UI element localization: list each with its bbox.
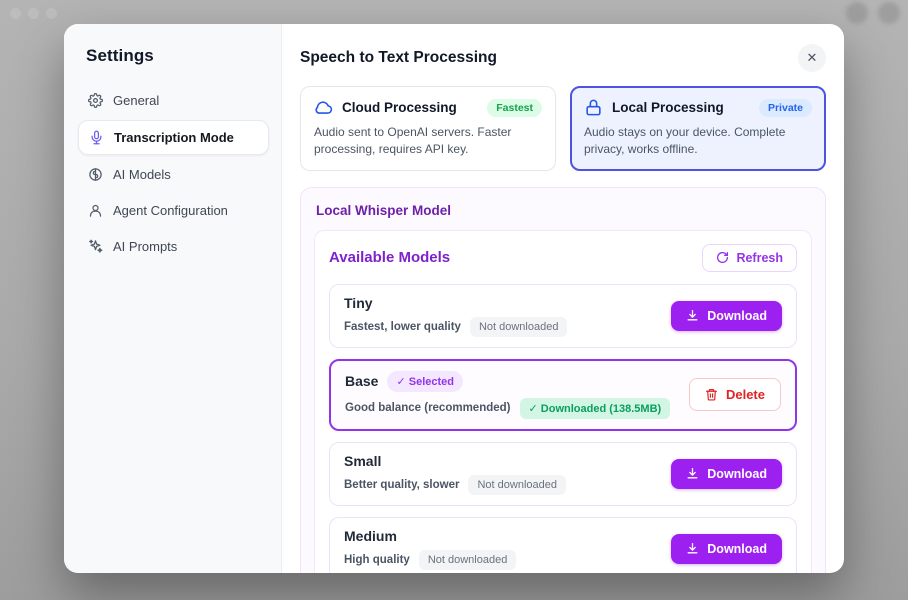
- model-name: Tiny: [344, 294, 373, 311]
- private-badge: Private: [758, 98, 812, 117]
- local-processing-card[interactable]: Local Processing Private Audio stays on …: [570, 86, 826, 171]
- refresh-button[interactable]: Refresh: [702, 243, 797, 272]
- close-window-icon[interactable]: [10, 8, 21, 19]
- maximize-window-icon[interactable]: [46, 8, 57, 19]
- sidebar-item-label: Transcription Mode: [114, 130, 234, 145]
- mode-description: Audio stays on your device. Complete pri…: [584, 125, 786, 157]
- sidebar-item-transcription-mode[interactable]: Transcription Mode: [78, 120, 269, 155]
- available-models-panel: Available Models Refresh Tiny Fastest, l…: [314, 229, 812, 573]
- toolbar-circle-icon: [846, 2, 868, 24]
- sidebar-title: Settings: [86, 46, 154, 65]
- brain-icon: [89, 168, 102, 181]
- model-description: Good balance (recommended): [345, 402, 511, 415]
- download-button[interactable]: Download: [671, 300, 782, 331]
- toolbar-circle-icon: [878, 2, 900, 24]
- sidebar-item-label: General: [113, 93, 160, 108]
- sidebar-item-label: Agent Configuration: [113, 203, 228, 218]
- settings-dialog: Settings General Transcription Mode AI M…: [64, 24, 844, 573]
- model-name: Base: [345, 373, 379, 390]
- panel-title: Available Models: [329, 249, 451, 267]
- person-icon: [89, 204, 102, 217]
- sidebar-item-ai-prompts[interactable]: AI Prompts: [78, 230, 269, 263]
- status-badge: Not downloaded: [418, 549, 517, 570]
- cloud-icon: [315, 101, 333, 114]
- fastest-badge: Fastest: [487, 98, 542, 117]
- sparkles-icon: [89, 239, 103, 253]
- model-row-small: Small Better quality, slower Not downloa…: [329, 441, 797, 506]
- settings-sidebar: Settings General Transcription Mode AI M…: [64, 24, 282, 573]
- download-icon: [687, 468, 698, 479]
- page-title: Speech to Text Processing: [300, 49, 497, 66]
- download-icon: [687, 543, 698, 554]
- sidebar-item-label: AI Models: [113, 167, 171, 182]
- sidebar-item-general[interactable]: General: [78, 84, 269, 117]
- model-name: Medium: [344, 527, 397, 544]
- mode-title: Local Processing: [612, 100, 724, 115]
- gear-icon: [88, 93, 103, 108]
- refresh-icon: [717, 252, 729, 264]
- downloaded-badge: ✓ Downloaded (138.5MB): [519, 397, 671, 419]
- microphone-icon: [91, 130, 102, 145]
- model-description: Fastest, lower quality: [344, 320, 461, 333]
- model-row-base: Base ✓ Selected Good balance (recommende…: [329, 358, 797, 431]
- settings-main-panel: Speech to Text Processing ✕ Cloud Proces…: [282, 24, 844, 573]
- model-row-medium: Medium High quality Not downloaded Downl…: [329, 516, 797, 573]
- delete-button[interactable]: Delete: [688, 378, 781, 412]
- lock-icon: [586, 99, 601, 116]
- section-title: Local Whisper Model: [316, 202, 452, 218]
- processing-mode-selector: Cloud Processing Fastest Audio sent to O…: [300, 86, 826, 171]
- model-name: Small: [344, 452, 382, 469]
- local-whisper-model-section: Local Whisper Model Available Models Ref…: [300, 186, 826, 573]
- status-badge: Not downloaded: [469, 316, 568, 337]
- background-toolbar-icons: [846, 2, 900, 24]
- minimize-window-icon[interactable]: [28, 8, 39, 19]
- sidebar-item-label: AI Prompts: [113, 239, 178, 254]
- model-description: High quality: [344, 553, 410, 566]
- model-row-tiny: Tiny Fastest, lower quality Not download…: [329, 283, 797, 348]
- main-header: Speech to Text Processing ✕: [300, 44, 826, 72]
- trash-icon: [705, 389, 717, 401]
- download-icon: [687, 310, 698, 321]
- sidebar-item-agent-configuration[interactable]: Agent Configuration: [78, 194, 269, 227]
- window-traffic-lights: [10, 8, 57, 19]
- cloud-processing-card[interactable]: Cloud Processing Fastest Audio sent to O…: [300, 86, 556, 171]
- model-description: Better quality, slower: [344, 478, 460, 491]
- selected-badge: ✓ Selected: [387, 370, 463, 392]
- status-badge: Not downloaded: [468, 474, 566, 495]
- sidebar-item-ai-models[interactable]: AI Models: [78, 158, 269, 191]
- download-button[interactable]: Download: [671, 458, 782, 489]
- download-button[interactable]: Download: [671, 533, 782, 564]
- mode-description: Audio sent to OpenAI servers. Faster pro…: [314, 125, 512, 157]
- mode-title: Cloud Processing: [342, 100, 457, 115]
- close-icon[interactable]: ✕: [798, 44, 826, 72]
